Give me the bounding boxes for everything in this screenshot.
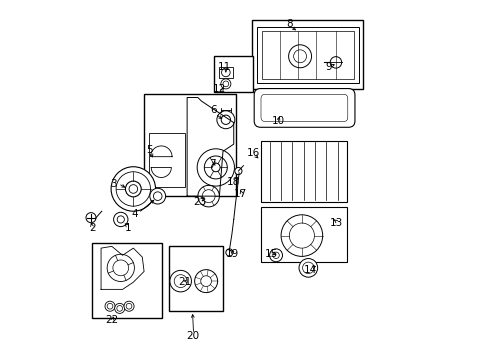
- Circle shape: [86, 213, 96, 223]
- Circle shape: [107, 254, 134, 282]
- Text: 20: 20: [185, 331, 199, 341]
- Circle shape: [124, 301, 134, 311]
- Circle shape: [116, 172, 150, 206]
- Bar: [149, 134, 185, 187]
- Circle shape: [111, 167, 155, 211]
- Bar: [214, 56, 253, 92]
- Text: 19: 19: [225, 248, 238, 258]
- Bar: [257, 27, 358, 83]
- Circle shape: [272, 252, 279, 258]
- Circle shape: [221, 68, 230, 77]
- Text: 2: 2: [89, 224, 95, 233]
- Text: 4: 4: [132, 209, 138, 219]
- Circle shape: [281, 215, 322, 256]
- Circle shape: [115, 303, 124, 314]
- Text: 14: 14: [304, 265, 317, 275]
- Circle shape: [223, 81, 228, 87]
- Bar: [144, 94, 235, 196]
- Text: 3: 3: [110, 179, 117, 189]
- Circle shape: [289, 223, 314, 248]
- Circle shape: [117, 306, 122, 311]
- Circle shape: [125, 181, 141, 197]
- Circle shape: [202, 190, 215, 203]
- Circle shape: [149, 188, 165, 204]
- Text: 8: 8: [285, 19, 292, 29]
- Text: 12: 12: [212, 84, 225, 94]
- Text: 9: 9: [325, 62, 331, 72]
- Circle shape: [221, 79, 230, 89]
- Circle shape: [293, 50, 306, 63]
- Text: 22: 22: [105, 315, 118, 325]
- Circle shape: [117, 216, 124, 223]
- Circle shape: [174, 275, 187, 288]
- Bar: [218, 67, 233, 78]
- Circle shape: [197, 149, 234, 186]
- Text: 5: 5: [146, 144, 152, 154]
- Text: 23: 23: [193, 197, 206, 207]
- Circle shape: [288, 45, 311, 68]
- Circle shape: [225, 249, 233, 256]
- Circle shape: [204, 156, 227, 179]
- Circle shape: [221, 115, 230, 125]
- Text: 21: 21: [178, 277, 192, 287]
- Polygon shape: [150, 146, 172, 157]
- Text: 16: 16: [246, 148, 260, 158]
- Text: 11: 11: [218, 62, 231, 72]
- Bar: [92, 243, 162, 318]
- Circle shape: [201, 276, 211, 287]
- Text: 17: 17: [234, 189, 247, 199]
- Circle shape: [105, 301, 115, 311]
- Text: 1: 1: [124, 224, 131, 233]
- Circle shape: [198, 185, 219, 207]
- Text: 15: 15: [264, 248, 278, 258]
- Circle shape: [329, 57, 341, 68]
- Circle shape: [194, 270, 217, 293]
- FancyBboxPatch shape: [261, 94, 347, 122]
- Circle shape: [113, 260, 128, 276]
- Text: 7: 7: [208, 159, 215, 169]
- Circle shape: [129, 185, 137, 193]
- Text: 10: 10: [271, 116, 285, 126]
- Circle shape: [169, 270, 191, 292]
- Bar: [169, 246, 223, 311]
- Circle shape: [126, 303, 132, 309]
- Circle shape: [298, 258, 317, 277]
- Bar: [251, 21, 362, 89]
- Bar: [260, 140, 346, 202]
- Text: 13: 13: [328, 218, 342, 228]
- Bar: [260, 207, 346, 262]
- FancyBboxPatch shape: [254, 89, 354, 127]
- Text: 18: 18: [226, 177, 240, 187]
- Circle shape: [269, 249, 282, 262]
- Circle shape: [302, 262, 313, 274]
- Circle shape: [107, 303, 113, 309]
- Circle shape: [217, 111, 234, 129]
- Circle shape: [211, 163, 220, 172]
- Circle shape: [234, 167, 242, 175]
- Circle shape: [153, 192, 162, 201]
- Circle shape: [113, 212, 128, 226]
- Bar: [261, 31, 353, 79]
- Text: 6: 6: [210, 105, 217, 115]
